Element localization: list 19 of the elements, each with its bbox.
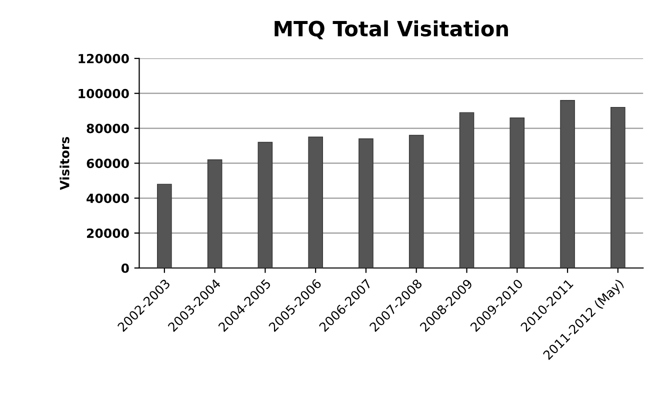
y-tick-label: 80000 — [86, 124, 129, 134]
chart-title: MTQ Total Visitation — [274, 20, 508, 40]
bar — [459, 112, 474, 268]
bar — [308, 136, 323, 268]
y-tick-label: 60000 — [86, 158, 129, 168]
y-axis-title: Visitors — [60, 136, 70, 190]
bar — [510, 117, 525, 268]
y-tick-label: 40000 — [86, 194, 129, 204]
y-tick-label: 0 — [121, 263, 129, 273]
bar — [610, 106, 626, 268]
y-tick-label: 120000 — [78, 54, 129, 64]
bar — [358, 138, 374, 268]
bar — [258, 142, 273, 268]
y-tick-label: 20000 — [87, 228, 129, 238]
bar — [560, 100, 575, 268]
bar — [157, 184, 172, 268]
bar — [408, 134, 424, 268]
y-tick-label: 100000 — [78, 88, 129, 98]
bar — [207, 159, 222, 268]
